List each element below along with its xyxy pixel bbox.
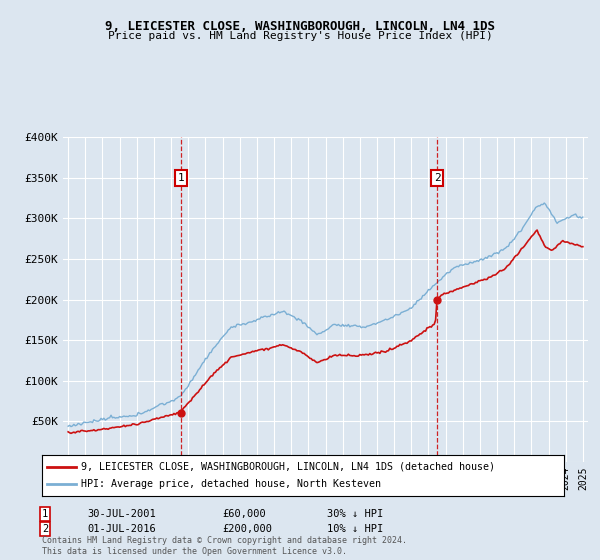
Text: HPI: Average price, detached house, North Kesteven: HPI: Average price, detached house, Nort… (81, 479, 381, 489)
Text: 2: 2 (42, 524, 48, 534)
Text: 9, LEICESTER CLOSE, WASHINGBOROUGH, LINCOLN, LN4 1DS (detached house): 9, LEICESTER CLOSE, WASHINGBOROUGH, LINC… (81, 461, 495, 472)
Text: £60,000: £60,000 (222, 509, 266, 519)
Text: 30% ↓ HPI: 30% ↓ HPI (327, 509, 383, 519)
Text: £200,000: £200,000 (222, 524, 272, 534)
Text: Contains HM Land Registry data © Crown copyright and database right 2024.
This d: Contains HM Land Registry data © Crown c… (42, 536, 407, 556)
Text: 30-JUL-2001: 30-JUL-2001 (87, 509, 156, 519)
Text: 9, LEICESTER CLOSE, WASHINGBOROUGH, LINCOLN, LN4 1DS: 9, LEICESTER CLOSE, WASHINGBOROUGH, LINC… (105, 20, 495, 32)
Text: 10% ↓ HPI: 10% ↓ HPI (327, 524, 383, 534)
Text: 1: 1 (42, 509, 48, 519)
Text: 1: 1 (178, 173, 184, 183)
Text: 01-JUL-2016: 01-JUL-2016 (87, 524, 156, 534)
Text: 2: 2 (434, 173, 440, 183)
Text: Price paid vs. HM Land Registry's House Price Index (HPI): Price paid vs. HM Land Registry's House … (107, 31, 493, 41)
